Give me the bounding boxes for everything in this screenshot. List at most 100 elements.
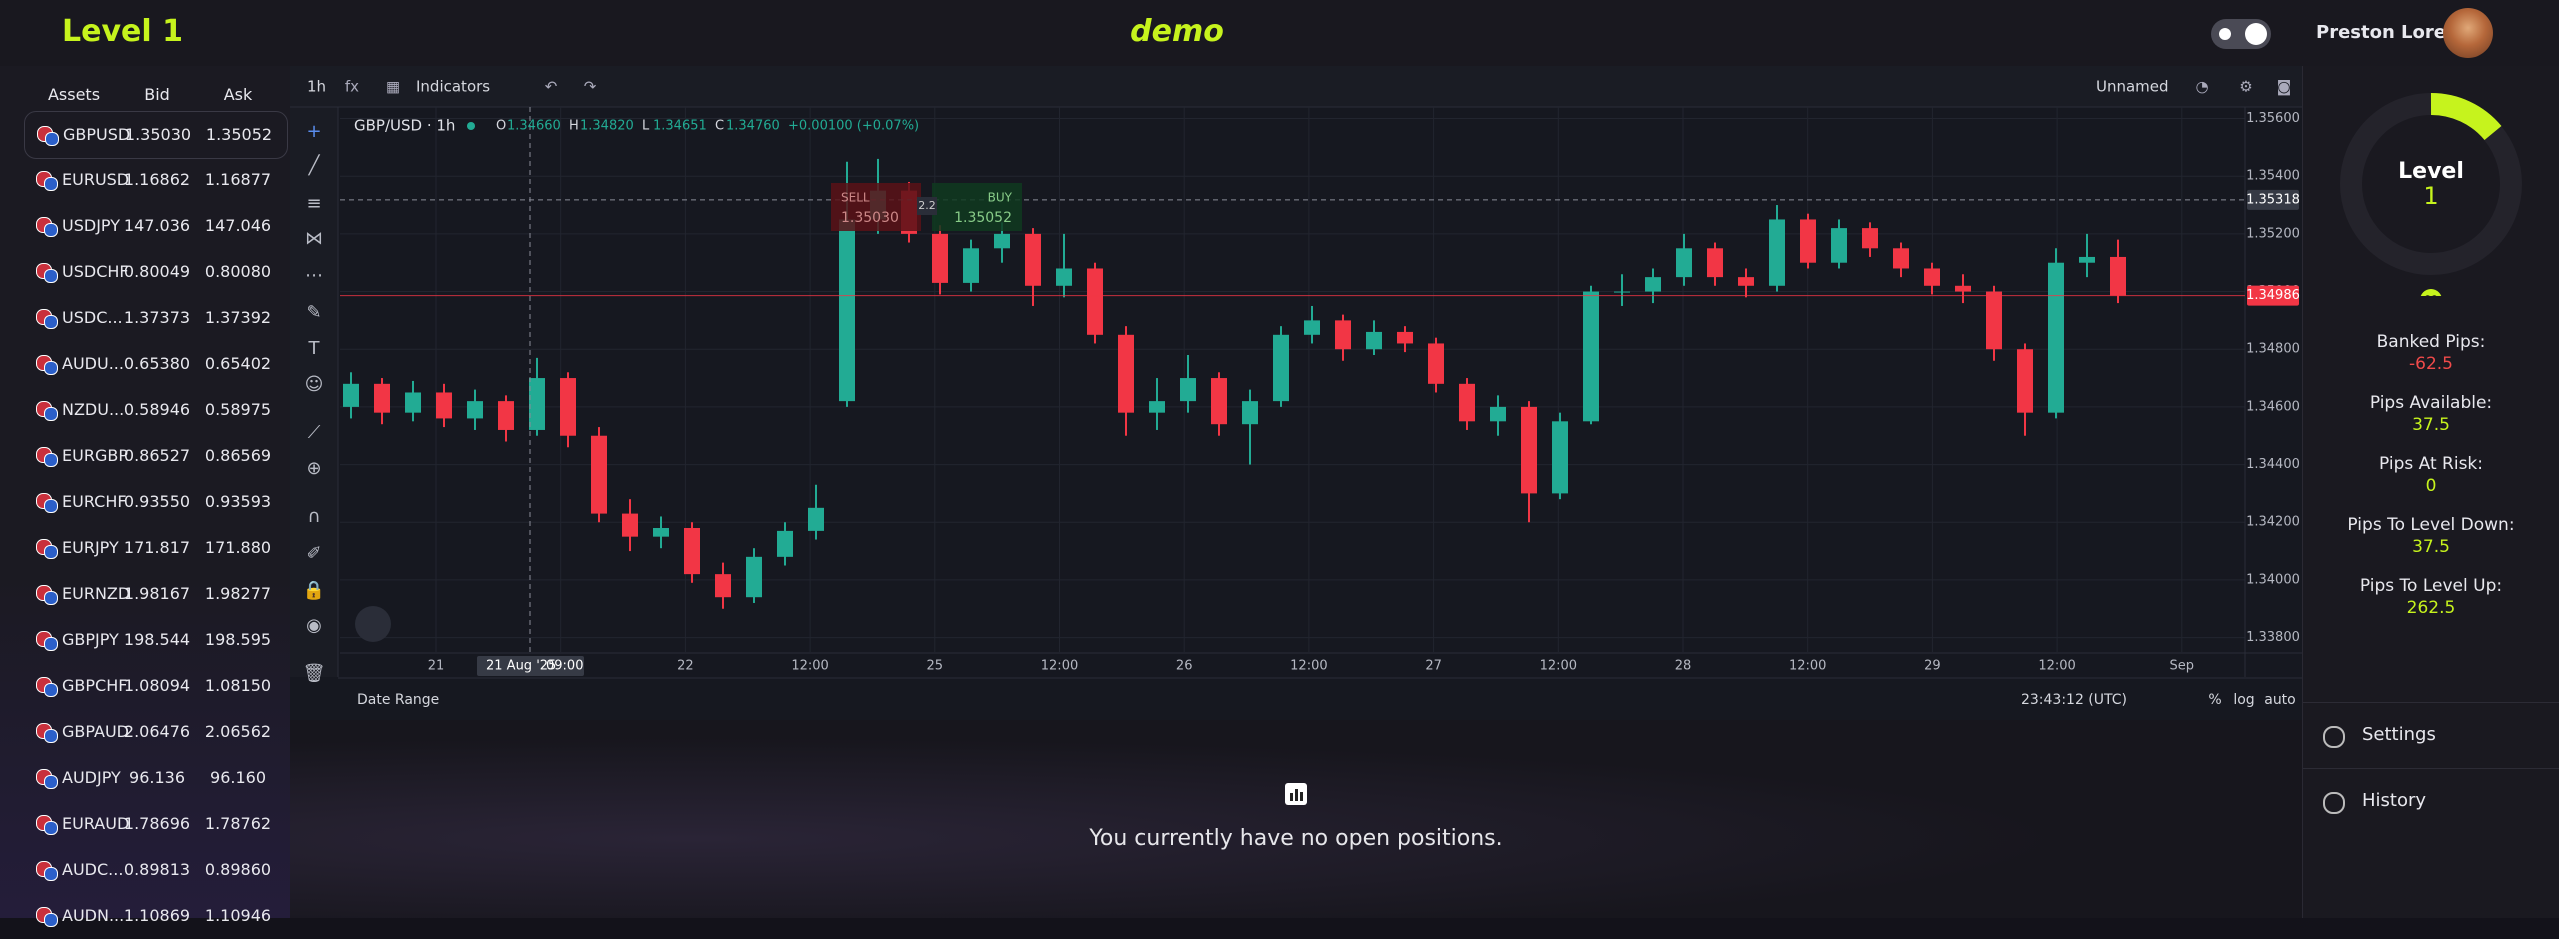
y-tick-label: 1.34800	[2246, 342, 2300, 357]
candle-body	[777, 530, 793, 557]
sell-button[interactable]	[831, 183, 921, 231]
candle-body	[1893, 248, 1909, 269]
asset-row[interactable]: EURAUD 1.78696 1.78762	[0, 801, 290, 847]
candle-body	[963, 248, 979, 283]
asset-symbol: GBPAUD	[62, 722, 129, 741]
ohlc-key: C	[715, 119, 724, 134]
asset-row[interactable]: NZDU... 0.58946 0.58975	[0, 387, 290, 433]
flag-icon	[44, 407, 58, 421]
asset-bid: 0.80049	[123, 262, 191, 281]
toolbar-icon: ⚙	[2239, 78, 2252, 96]
asset-ask: 2.06562	[204, 722, 272, 741]
candle-body	[932, 233, 948, 283]
tv-logo	[355, 606, 391, 642]
x-tick-label: 12:00	[1290, 659, 1327, 674]
menu-item[interactable]: History	[2362, 790, 2427, 811]
auto-toggle[interactable]: auto	[2264, 692, 2296, 708]
asset-symbol: AUDN...	[62, 906, 125, 925]
asset-symbol: GBPUSD	[63, 125, 131, 144]
drawing-tool[interactable]: ✎	[306, 302, 321, 323]
date-range-button[interactable]: Date Range	[357, 692, 439, 708]
asset-bid: 1.78696	[123, 814, 191, 833]
asset-bid: 1.35030	[124, 125, 192, 144]
interval-button[interactable]: 1h	[307, 78, 326, 96]
layout-name[interactable]: Unnamed	[2096, 78, 2169, 96]
user-name: Preston Lorenz	[2316, 22, 2470, 43]
asset-row[interactable]: AUDJPY 96.136 96.160	[0, 755, 290, 801]
drawing-tool[interactable]: ☺	[305, 374, 324, 395]
positions-panel: You currently have no open positions.	[290, 720, 2302, 918]
candle-body	[1583, 291, 1599, 422]
x-tick-label: 12:00	[791, 659, 828, 674]
asset-row[interactable]: USDC... 1.37373 1.37392	[0, 295, 290, 341]
asset-bid: 0.86527	[123, 446, 191, 465]
drawing-tool[interactable]: ∩	[307, 506, 320, 527]
x-tick-label: 12:00	[1041, 659, 1078, 674]
asset-row[interactable]: EURCHF 0.93550 0.93593	[0, 479, 290, 525]
percent-toggle[interactable]: %	[2208, 692, 2221, 708]
buy-button[interactable]	[932, 183, 1022, 231]
drawing-tool[interactable]: ⟋	[308, 422, 321, 443]
stat-value: -62.5	[2409, 354, 2453, 374]
drawing-tool[interactable]: ⋈	[305, 228, 323, 249]
candle-body	[1335, 320, 1351, 350]
drawing-tool[interactable]: ◉	[306, 615, 322, 636]
avatar[interactable]	[2443, 8, 2493, 58]
crosshair-price-label: 1.35318	[2246, 192, 2300, 207]
drawing-tool[interactable]: +	[306, 121, 321, 142]
asset-row[interactable]: USDJPY 147.036 147.046	[0, 203, 290, 249]
candle-body	[1800, 219, 1816, 263]
drawing-tool[interactable]: 🔒	[303, 580, 325, 601]
toolbar	[290, 66, 2302, 107]
candle-body	[1490, 406, 1506, 422]
menu-item[interactable]: Settings	[2362, 724, 2436, 745]
candle-body	[746, 556, 762, 598]
asset-row[interactable]: EURGBP 0.86527 0.86569	[0, 433, 290, 479]
asset-row[interactable]: AUDN... 1.10869 1.10946	[0, 893, 290, 939]
asset-row[interactable]: USDCHF 0.80049 0.80080	[0, 249, 290, 295]
drawing-tool[interactable]: ✐	[306, 543, 321, 564]
asset-ask: 1.98277	[204, 584, 272, 603]
flag-icon	[44, 269, 58, 283]
asset-bid: 0.93550	[123, 492, 191, 511]
drawing-tool[interactable]: ⋯	[305, 265, 323, 286]
drawing-tool[interactable]: ⊕	[306, 458, 321, 479]
asset-bid: 171.817	[123, 538, 191, 557]
ohlc-key: H	[569, 119, 579, 134]
asset-row[interactable]: GBPJPY 198.544 198.595	[0, 617, 290, 663]
candle-body	[1955, 285, 1971, 292]
asset-row[interactable]: AUDU... 0.65380 0.65402	[0, 341, 290, 387]
asset-row[interactable]: GBPUSD 1.35030 1.35052	[24, 111, 288, 159]
asset-row[interactable]: AUDC... 0.89813 0.89860	[0, 847, 290, 893]
theme-toggle[interactable]	[2211, 19, 2271, 49]
candle-body	[1056, 268, 1072, 286]
asset-row[interactable]: EURUSD 1.16862 1.16877	[0, 157, 290, 203]
gauge-progress	[2430, 92, 2502, 141]
candle-body	[1242, 401, 1258, 425]
ohlc-value: 1.34760	[726, 119, 780, 134]
asset-row[interactable]: EURJPY 171.817 171.880	[0, 525, 290, 571]
gauge-value: 1	[2423, 182, 2438, 210]
asset-row[interactable]: GBPCHF 1.08094 1.08150	[0, 663, 290, 709]
log-toggle[interactable]: log	[2233, 692, 2254, 708]
y-tick-label: 1.35400	[2246, 169, 2300, 184]
x-tick-label: 22	[677, 659, 694, 674]
drawing-tool[interactable]: ≡	[306, 193, 321, 214]
indicators-button[interactable]: Indicators	[416, 78, 490, 96]
stat-label: Pips To Level Up:	[2359, 576, 2503, 596]
drawing-tool[interactable]: ╱	[308, 154, 321, 176]
x-tick-label: Sep	[2170, 659, 2195, 674]
stat-label: Pips Available:	[2369, 393, 2493, 413]
drawing-tool[interactable]: 🗑	[303, 663, 326, 684]
positions-icon	[1285, 783, 1307, 805]
asset-symbol: USDCHF	[62, 262, 129, 281]
candle-body	[1738, 277, 1754, 286]
candle-body	[1459, 383, 1475, 422]
flag-icon	[44, 729, 58, 743]
asset-row[interactable]: GBPAUD 2.06476 2.06562	[0, 709, 290, 755]
drawing-tool[interactable]: T	[308, 338, 321, 359]
x-tick-label: 27	[1425, 659, 1442, 674]
candle-body	[1831, 228, 1847, 263]
asset-row[interactable]: EURNZD 1.98167 1.98277	[0, 571, 290, 617]
candle-body	[1552, 421, 1568, 494]
